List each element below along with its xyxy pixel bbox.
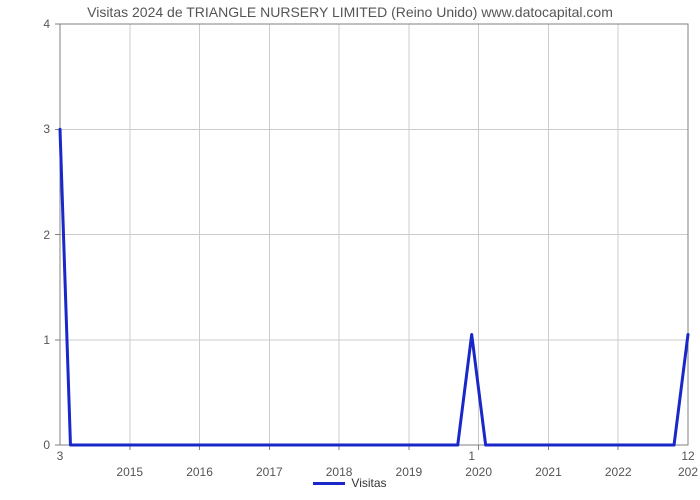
- y-tick-label: 2: [0, 228, 50, 242]
- y-tick-label: 0: [0, 438, 50, 452]
- y-tick-label: 1: [0, 333, 50, 347]
- chart-root: Visitas 2024 de TRIANGLE NURSERY LIMITED…: [0, 0, 700, 500]
- legend-label: Visitas: [351, 476, 386, 490]
- value-label: 12: [681, 449, 694, 463]
- legend-swatch: [313, 482, 345, 485]
- plot-area: [0, 0, 700, 500]
- y-axis-ticks: 0 1 2 3 4: [0, 0, 50, 500]
- y-tick-label: 3: [0, 122, 50, 136]
- legend: Visitas: [0, 476, 700, 490]
- y-tick-label: 4: [0, 17, 50, 31]
- value-label: 3: [57, 449, 64, 463]
- value-label: 1: [468, 449, 475, 463]
